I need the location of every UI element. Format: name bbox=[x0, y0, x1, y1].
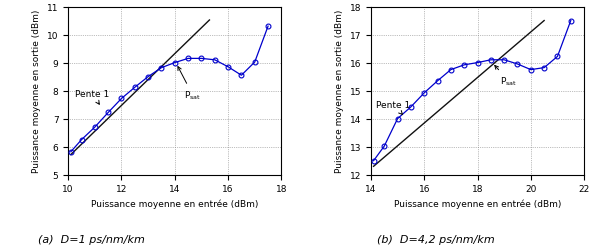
Text: P$_{\mathregular{sat}}$: P$_{\mathregular{sat}}$ bbox=[178, 67, 201, 102]
Text: P$_{\mathregular{sat}}$: P$_{\mathregular{sat}}$ bbox=[495, 66, 517, 88]
Y-axis label: Puissance moyenne en sortie (dBm): Puissance moyenne en sortie (dBm) bbox=[335, 10, 344, 172]
Text: (a)  D=1 ps/nm/km: (a) D=1 ps/nm/km bbox=[39, 234, 145, 244]
X-axis label: Puissance moyenne en entrée (dBm): Puissance moyenne en entrée (dBm) bbox=[394, 199, 561, 209]
Text: Pente 1: Pente 1 bbox=[75, 90, 109, 105]
Text: (b)  D=4,2 ps/nm/km: (b) D=4,2 ps/nm/km bbox=[377, 234, 495, 244]
Text: Pente 1: Pente 1 bbox=[376, 101, 410, 115]
X-axis label: Puissance moyenne en entrée (dBm): Puissance moyenne en entrée (dBm) bbox=[91, 199, 259, 209]
Y-axis label: Puissance moyenne en sortie (dBm): Puissance moyenne en sortie (dBm) bbox=[33, 10, 42, 172]
